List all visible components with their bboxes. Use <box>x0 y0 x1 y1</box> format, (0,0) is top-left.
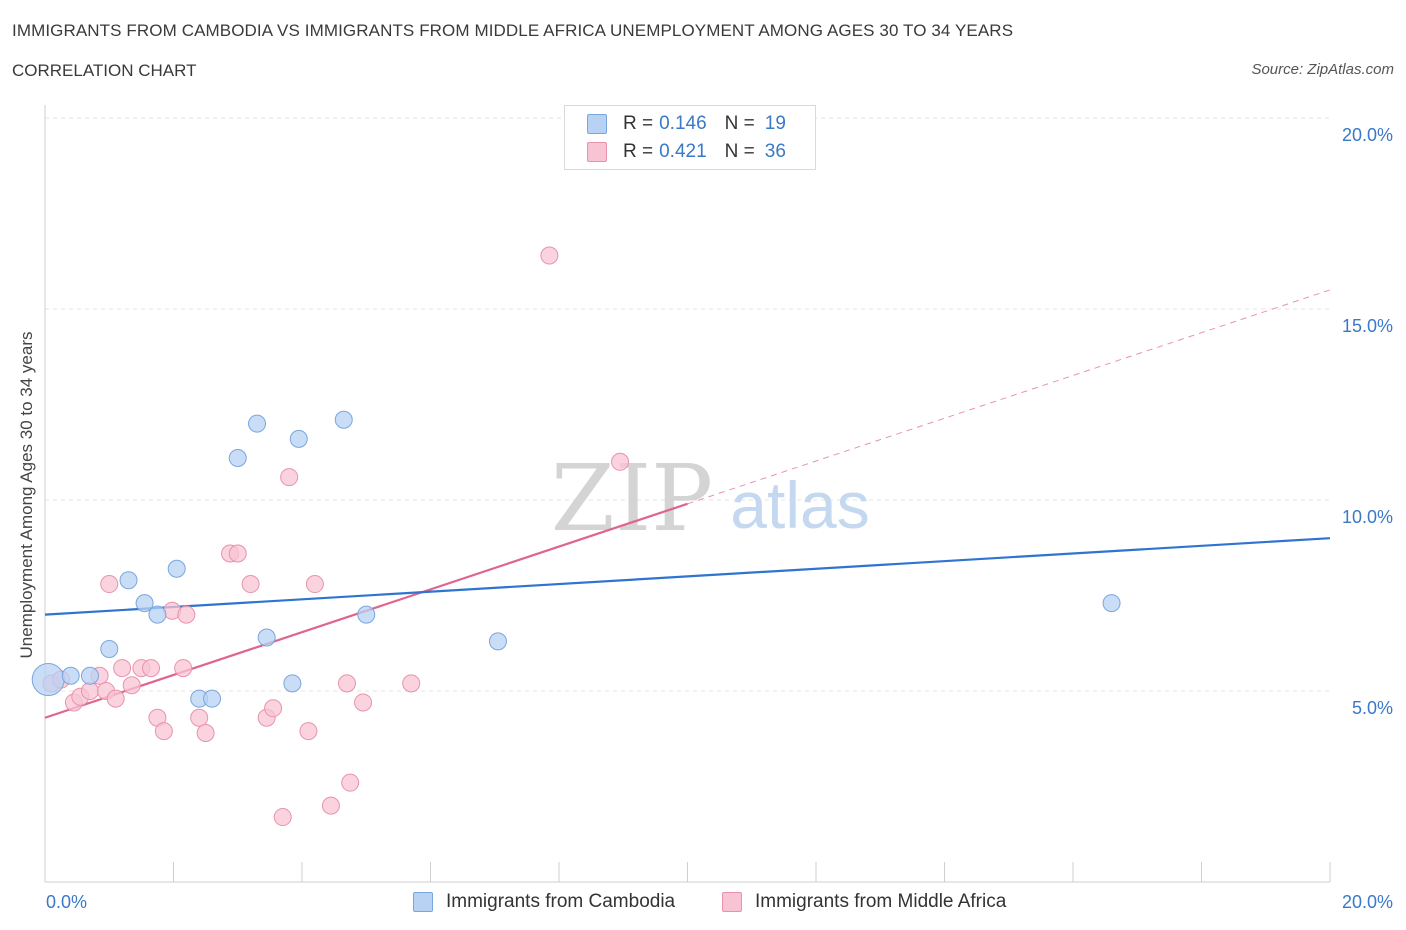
middle-africa-swatch <box>722 892 742 912</box>
middle-africa-point <box>611 452 630 471</box>
cambodia-point <box>31 663 65 697</box>
cambodia-point <box>61 666 80 685</box>
legend-n-value: 19 <box>764 113 786 134</box>
legend-row-middle-africa: R = 0.421 N = 36 <box>587 141 786 163</box>
y-axis-label: Unemployment Among Ages 30 to 34 years <box>17 331 36 659</box>
cambodia-swatch <box>587 114 607 134</box>
watermark-atlas: atlas <box>730 468 869 542</box>
y-tick-label: 15.0% <box>1342 316 1393 336</box>
y-tick-label: 10.0% <box>1342 507 1393 527</box>
cambodia-legend-label: Immigrants from Cambodia <box>446 891 676 912</box>
middle-africa-point <box>142 659 161 678</box>
legend-n-label: N = <box>724 141 755 162</box>
middle-africa-point <box>113 659 132 678</box>
middle-africa-point <box>196 724 215 743</box>
middle-africa-point <box>106 689 125 708</box>
x-tick-label: 0.0% <box>46 892 87 912</box>
chart-title: IMMIGRANTS FROM CAMBODIA VS IMMIGRANTS F… <box>12 21 1014 40</box>
cambodia-point <box>167 559 186 578</box>
bottom-legend-cambodia: Immigrants from Cambodia <box>413 890 675 914</box>
middle-africa-swatch <box>587 142 607 162</box>
trend-lines <box>44 289 1331 719</box>
cambodia-swatch <box>413 892 433 912</box>
y-tick-label: 5.0% <box>1352 698 1393 718</box>
middle-africa-point <box>299 722 318 741</box>
legend-row-cambodia: R = 0.146 N = 19 <box>587 113 786 135</box>
cambodia-point <box>148 605 167 624</box>
middle-africa-point <box>321 796 340 815</box>
middle-africa-point <box>80 682 99 700</box>
middle-africa-point <box>154 722 173 741</box>
cambodia-point <box>289 429 308 448</box>
cambodia-point <box>248 414 267 433</box>
middle-africa-point <box>280 468 299 487</box>
middle-africa-point <box>305 575 324 594</box>
middle-africa-trend-extension <box>687 289 1331 505</box>
middle-africa-point <box>122 676 141 695</box>
data-points <box>31 246 1121 827</box>
legend-r-value: 0.146 <box>659 113 707 134</box>
cambodia-point <box>228 448 247 467</box>
middle-africa-point <box>264 699 283 718</box>
cambodia-point <box>80 666 99 685</box>
middle-africa-point <box>100 575 119 594</box>
cambodia-point <box>488 632 507 651</box>
cambodia-point <box>119 571 138 590</box>
cambodia-point <box>1102 594 1121 613</box>
watermark-zip: ZIP <box>551 445 713 552</box>
cambodia-trend-line <box>44 537 1331 616</box>
legend-n-value: 36 <box>764 141 786 162</box>
middle-africa-point <box>174 659 193 678</box>
bottom-legend-middle-africa: Immigrants from Middle Africa <box>722 890 1006 914</box>
middle-africa-point <box>228 544 247 563</box>
cambodia-point <box>357 605 376 624</box>
middle-africa-point <box>540 246 559 265</box>
middle-africa-point <box>337 674 356 693</box>
cambodia-point <box>100 639 119 658</box>
legend-n-label: N = <box>724 113 755 134</box>
y-tick-label: 20.0% <box>1342 125 1393 145</box>
middle-africa-point <box>354 693 373 712</box>
chart-subtitle: CORRELATION CHART <box>12 61 197 80</box>
source-label: Source: ZipAtlas.com <box>1251 61 1394 78</box>
watermark: ZIP atlas <box>551 445 870 552</box>
cambodia-point <box>334 410 353 429</box>
tick-labels: 5.0% 10.0% 15.0% 20.0% 0.0% 20.0% <box>46 125 1393 912</box>
cambodia-point <box>203 689 222 708</box>
x-tick-label: 20.0% <box>1342 892 1393 912</box>
middle-africa-point <box>341 773 360 792</box>
cambodia-point <box>283 674 302 693</box>
stats-legend: R = 0.146 N = 19 R = 0.421 N = 36 <box>564 105 816 170</box>
middle-africa-point <box>190 708 209 727</box>
axes <box>44 105 1331 883</box>
cambodia-point <box>257 628 276 647</box>
grid-lines <box>45 117 1330 692</box>
middle-africa-point <box>177 605 196 624</box>
legend-r-value: 0.421 <box>659 141 707 162</box>
middle-africa-point <box>273 808 292 827</box>
legend-r-label: R = <box>623 113 654 134</box>
cambodia-point <box>135 594 154 613</box>
middle-africa-point <box>241 575 260 594</box>
legend-r-label: R = <box>623 141 654 162</box>
middle-africa-point <box>402 674 421 693</box>
middle-africa-legend-label: Immigrants from Middle Africa <box>755 891 1007 912</box>
